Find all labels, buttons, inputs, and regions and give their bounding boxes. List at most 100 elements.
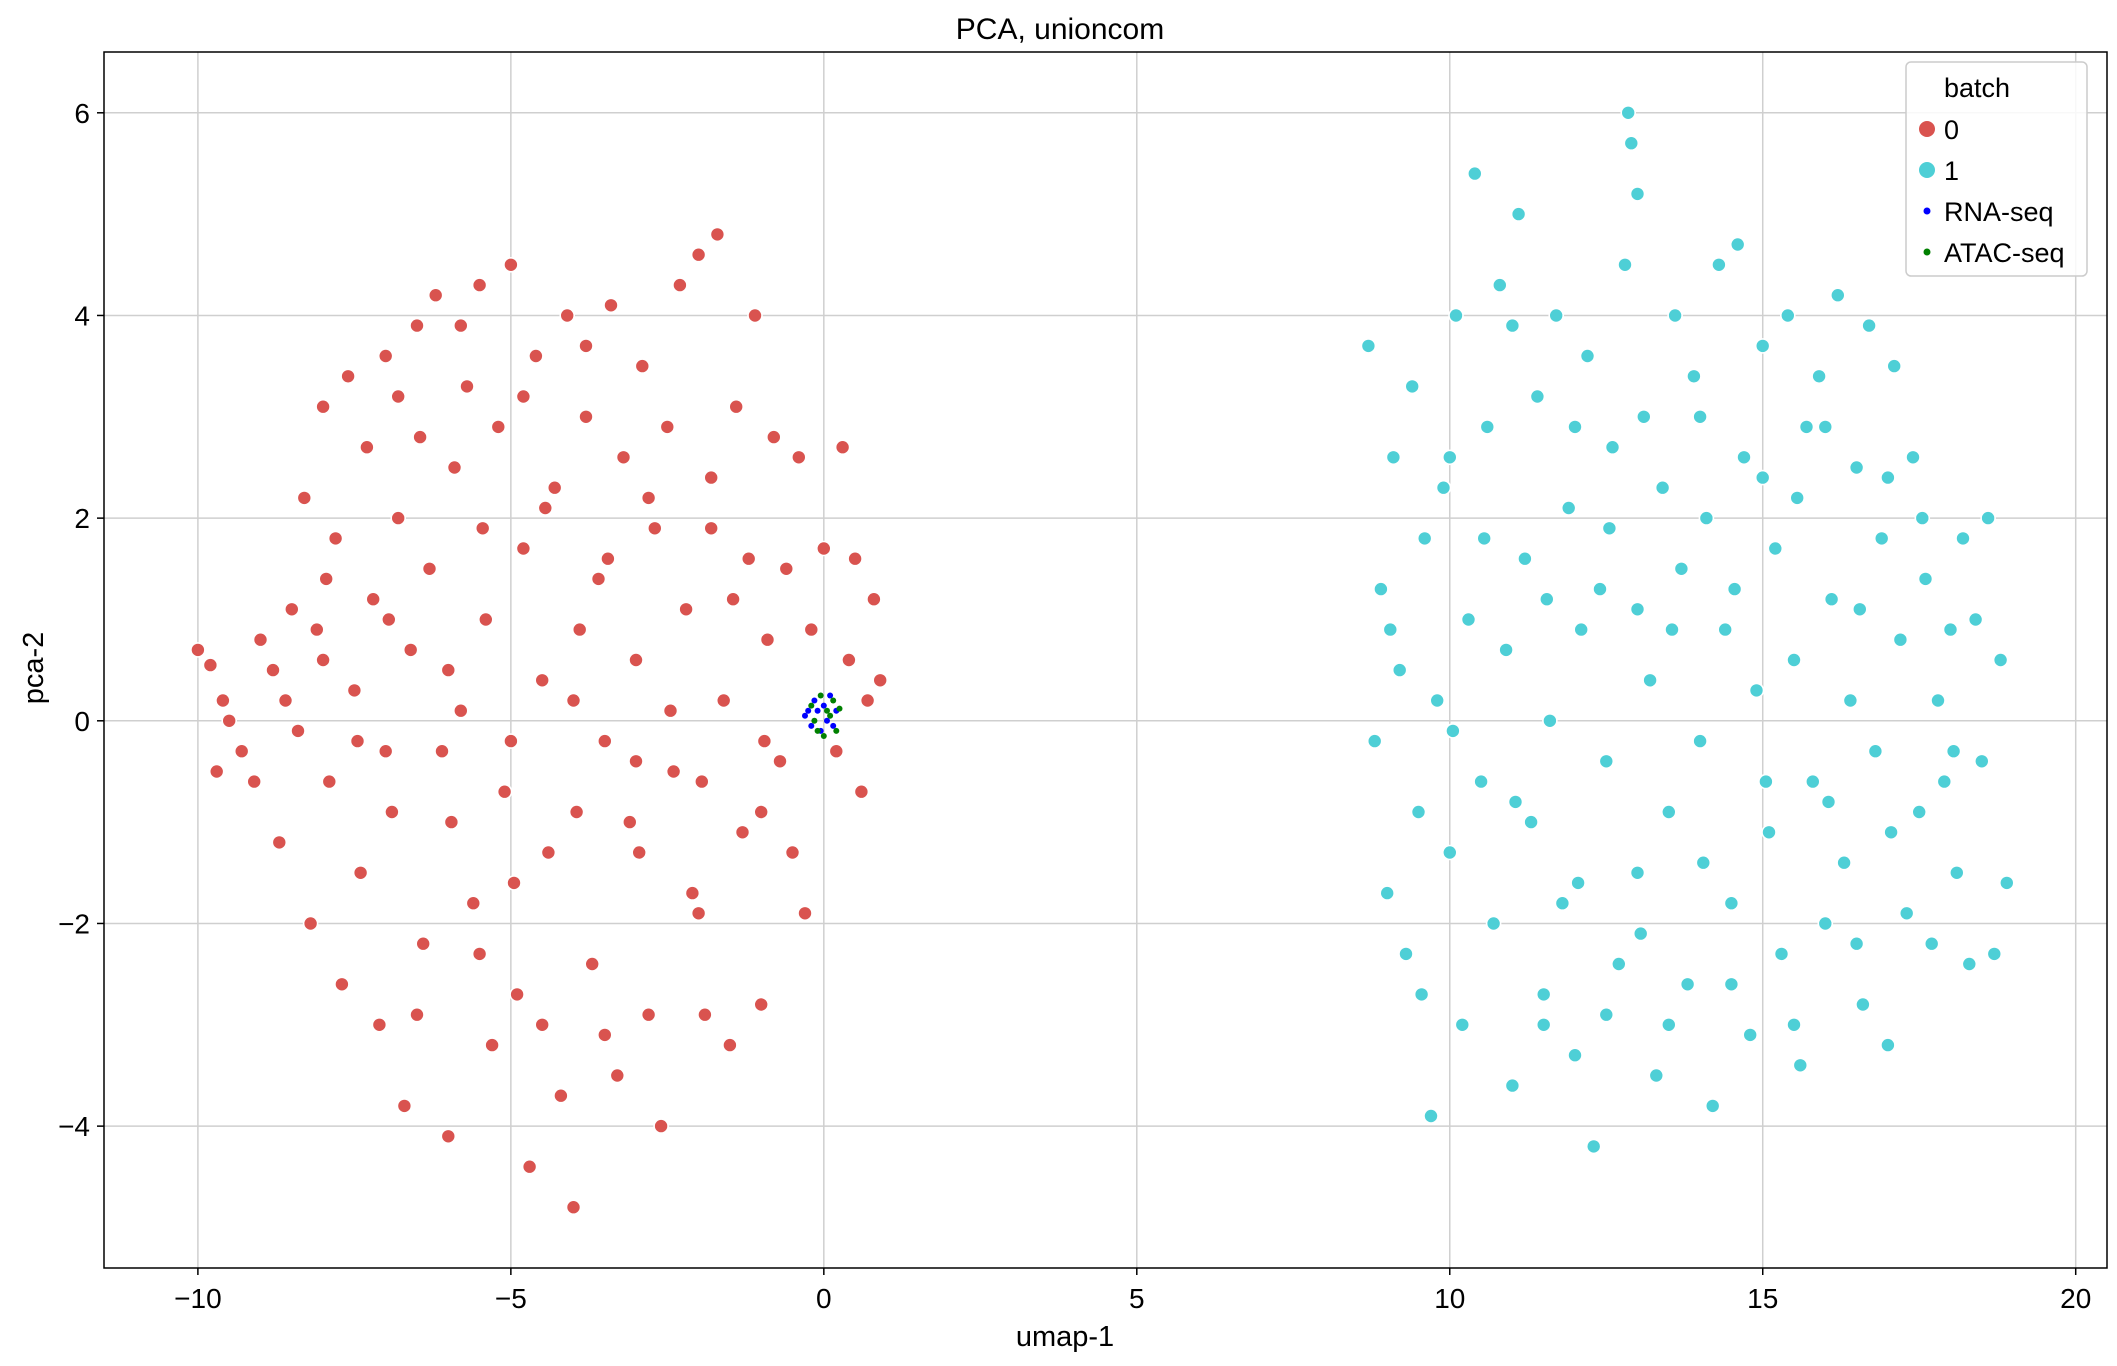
scatter-point: [690, 246, 707, 263]
scatter-point: [477, 611, 494, 628]
scatter-point: [290, 723, 306, 739]
scatter-point: [722, 1037, 738, 1053]
scatter-point: [559, 307, 576, 324]
scatter-point: [1695, 854, 1712, 871]
legend-marker: [1919, 121, 1935, 137]
scatter-point: [756, 733, 773, 749]
scatter-point: [578, 338, 594, 354]
scatter-point: [443, 814, 460, 830]
x-tick-label: 10: [1434, 1283, 1465, 1314]
x-axis-ticks: −10 −5 0 5 10 15 20: [174, 1268, 2091, 1314]
scatter-point: [1592, 581, 1608, 597]
scatter-point: [1629, 186, 1646, 202]
scatter-point: [1617, 256, 1633, 273]
scatter-point: [215, 692, 231, 709]
scatter-point: [534, 1017, 551, 1033]
scatter-point: [409, 317, 425, 334]
scatter-point: [1661, 1017, 1677, 1033]
scatter-point: [697, 1006, 713, 1023]
scatter-point: [859, 692, 876, 709]
scatter-point: [1504, 317, 1521, 334]
scatter-point: [1945, 743, 1962, 760]
scatter-point: [1980, 510, 1996, 526]
scatter-point: [1817, 915, 1834, 932]
scatter-point: [521, 1158, 538, 1175]
scatter-point: [553, 1087, 569, 1104]
scatter-point: [452, 317, 469, 334]
scatter-point: [440, 662, 457, 678]
scatter-point: [346, 682, 363, 699]
scatter-point: [1905, 449, 1921, 466]
scatter-point: [1967, 611, 1984, 628]
scatter-point: [484, 1037, 500, 1053]
scatter-point: [1992, 652, 2009, 668]
scatter-point: [1667, 307, 1683, 324]
scatter-point: [1648, 1067, 1665, 1084]
scatter-point: [208, 763, 225, 780]
scatter-point: [1385, 449, 1402, 466]
scatter-point: [815, 540, 832, 557]
scatter-point-small: [827, 692, 834, 699]
scatter-point: [515, 388, 532, 405]
scatter-point: [609, 1067, 626, 1084]
legend-marker: [1923, 248, 1931, 256]
scatter-point: [1836, 854, 1852, 871]
scatter-point: [515, 540, 532, 557]
scatter-point: [1391, 662, 1408, 678]
scatter-point: [1880, 469, 1896, 486]
scatter-point: [446, 459, 463, 476]
scatter-point: [1986, 946, 2003, 962]
scatter-point: [221, 712, 237, 729]
scatter-point: [1955, 530, 1971, 547]
scatter-point: [1823, 591, 1840, 608]
scatter-point: [590, 571, 607, 587]
scatter-point: [1467, 165, 1483, 182]
scatter-point: [1698, 510, 1715, 526]
scatter-point: [1748, 682, 1765, 699]
scatter-point: [753, 804, 770, 820]
scatter-point: [1686, 368, 1702, 385]
legend-marker: [1923, 207, 1931, 215]
scatter-point: [747, 307, 763, 324]
scatter-point: [1664, 621, 1680, 638]
scatter-point: [1999, 875, 2015, 891]
scatter-point: [1767, 540, 1784, 557]
scatter-point: [640, 1006, 657, 1023]
scatter-point: [1435, 479, 1452, 496]
scatter-point: [778, 560, 795, 577]
scatter-point: [772, 753, 788, 770]
scatter-point: [1792, 1057, 1809, 1074]
scatter-point: [1523, 814, 1539, 830]
scatter-point: [1949, 864, 1965, 881]
y-axis-ticks: −4 −2 0 2 4 6: [58, 98, 104, 1142]
scatter-point: [1842, 692, 1859, 709]
scatter-point: [1413, 986, 1430, 1003]
scatter-point: [318, 571, 335, 587]
scatter-point-small: [824, 707, 830, 714]
scatter-point: [1623, 135, 1640, 151]
scatter-point: [396, 1098, 413, 1114]
scatter-point: [296, 490, 313, 506]
scatter-point: [1704, 1098, 1721, 1114]
scatter-point: [728, 398, 745, 415]
scatter-point: [1892, 631, 1909, 648]
scatter-point: [1517, 550, 1533, 567]
scatter-point: [1736, 449, 1752, 466]
scatter-point: [734, 824, 751, 841]
scatter-point: [1442, 449, 1458, 466]
scatter-point: [1504, 1077, 1521, 1094]
y-tick-label: −4: [58, 1111, 90, 1142]
scatter-point: [377, 743, 394, 760]
scatter-point: [1445, 723, 1461, 739]
legend-box: [1905, 61, 2088, 277]
scatter-point: [784, 844, 801, 861]
scatter-point: [1601, 520, 1618, 537]
scatter-point: [1723, 895, 1740, 912]
scatter-point: [390, 510, 407, 526]
scatter-point: [321, 773, 338, 790]
scatter-point: [1692, 408, 1708, 425]
plot-area: [104, 52, 2107, 1268]
scatter-point: [1911, 804, 1927, 820]
scatter-point: [568, 804, 585, 820]
